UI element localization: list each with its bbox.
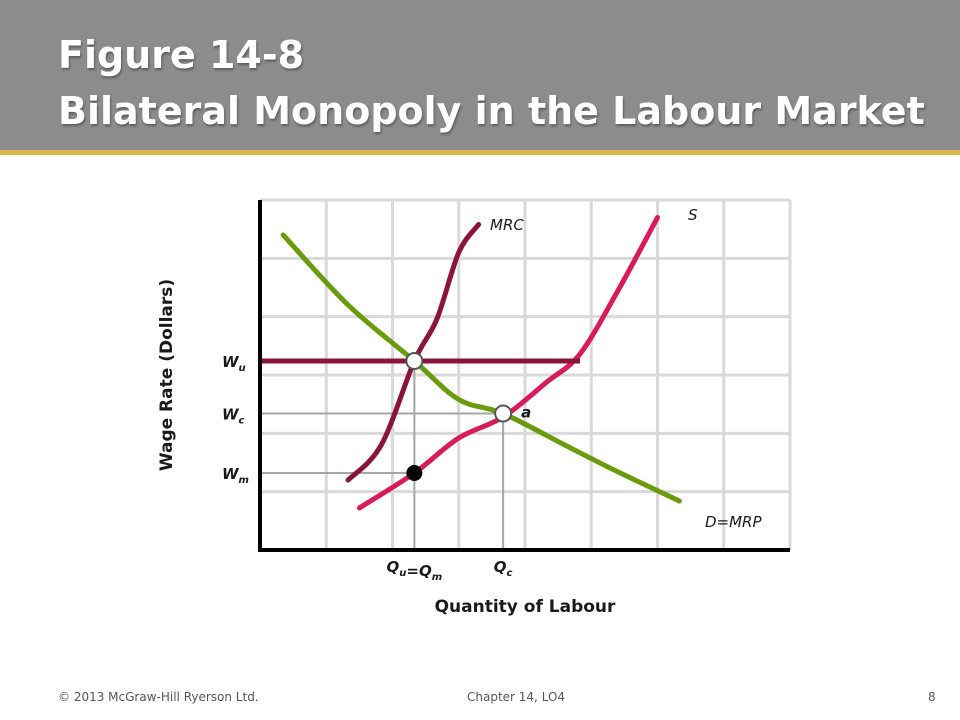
demand-curve [280, 232, 682, 504]
chart-axes [258, 200, 790, 552]
slide-title-line2: Bilateral Monopoly in the Labour Market [58, 89, 925, 133]
footer-page-number: 8 [928, 690, 936, 704]
curve-label-demand-curve: D=MRP [705, 513, 762, 531]
equilibrium-point-open [494, 404, 513, 423]
x-tick-label-qu-qm: Qu=Qm [387, 558, 443, 583]
curve-label-supply-curve: S [688, 206, 698, 224]
point-label-a: a [521, 404, 531, 422]
equilibrium-point-filled [406, 465, 423, 481]
chart-labels: Wage Rate (Dollars) Quantity of Labour D… [157, 206, 762, 617]
footer-chapter: Chapter 14, LO4 [467, 690, 566, 704]
x-axis-label: Quantity of Labour [435, 597, 616, 617]
title-rule [0, 150, 960, 155]
footer-copyright: © 2013 McGraw-Hill Ryerson Ltd. [58, 690, 259, 704]
y-tick-label-wc: Wc [222, 406, 245, 427]
y-axis-label: Wage Rate (Dollars) [157, 279, 177, 471]
guide-lines [260, 361, 505, 550]
equilibrium-point-open [405, 352, 424, 370]
y-tick-label-wm: Wm [222, 465, 249, 486]
slide-title-line1: Figure 14-8 [58, 33, 305, 77]
mrc-curve [345, 222, 482, 483]
chart-grid [260, 198, 792, 550]
y-tick-label-wu: Wu [222, 353, 246, 374]
curve-label-mrc-curve: MRC [490, 216, 524, 234]
x-tick-label-qc: Qc [494, 558, 513, 579]
chart-series [260, 215, 682, 511]
chart-points: a [405, 352, 531, 481]
title-bar [0, 0, 960, 150]
